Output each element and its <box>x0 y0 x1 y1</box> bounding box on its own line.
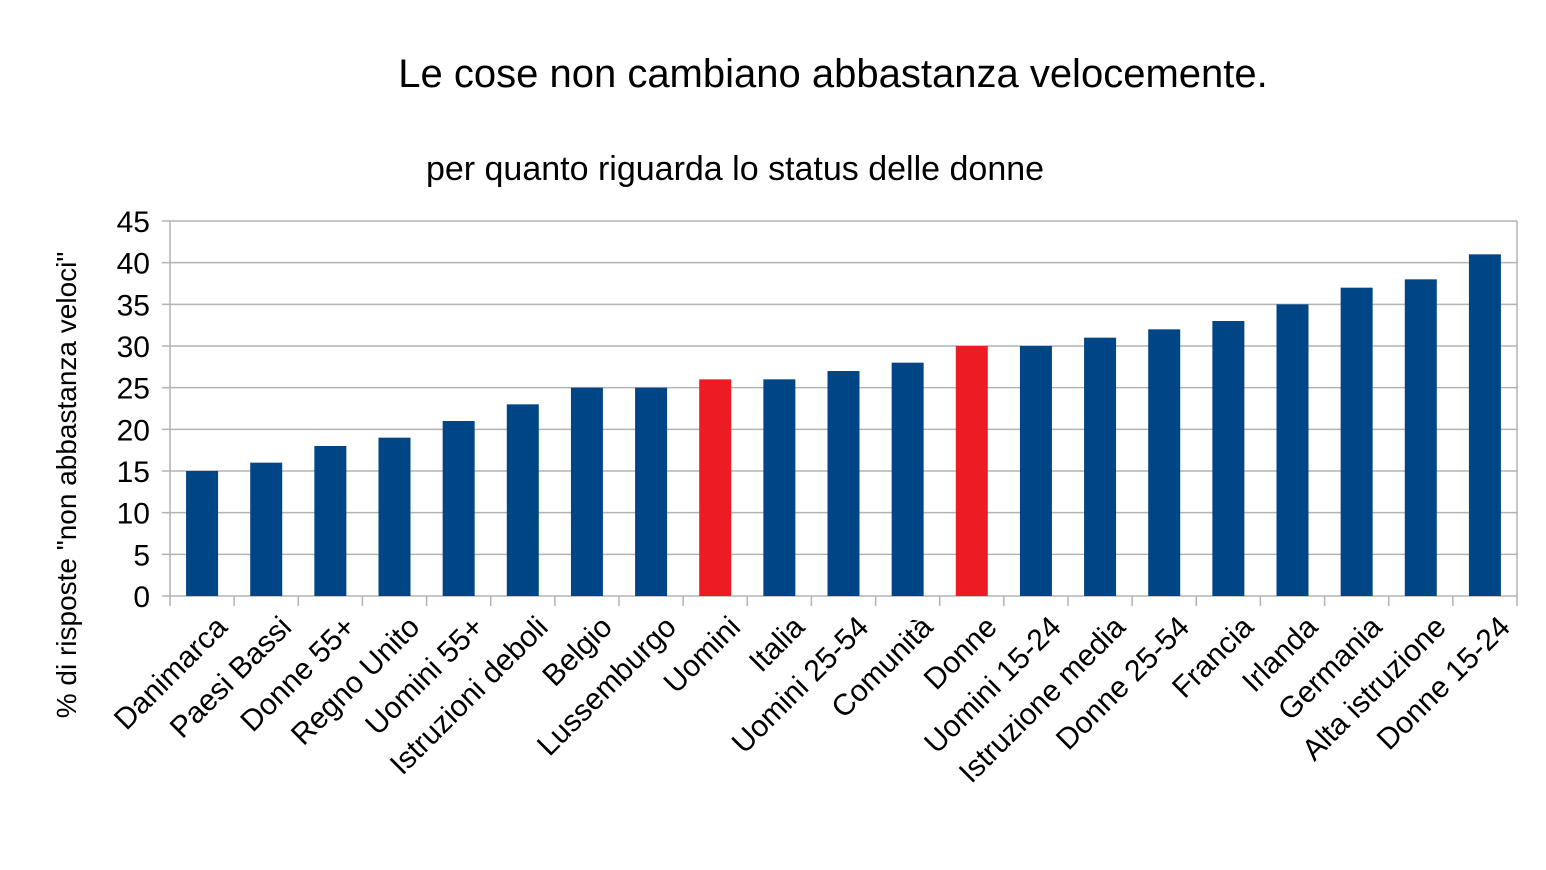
bar-donne-25-54 <box>1148 329 1181 596</box>
bar-istruzioni-deboli <box>506 404 539 596</box>
bar-germania <box>1340 287 1373 596</box>
bar-donne-15-24 <box>1468 254 1501 597</box>
y-axis-title: % di risposte "non abbastanza veloci" <box>51 252 82 719</box>
bar-donne-55- <box>314 446 347 596</box>
bar-belgio <box>570 387 603 596</box>
bar-francia <box>1212 321 1245 596</box>
chart-subtitle: per quanto riguarda lo status delle donn… <box>425 150 1045 188</box>
y-tick-label: 15 <box>117 456 150 489</box>
y-tick-label: 10 <box>117 498 150 531</box>
y-tick-label: 0 <box>133 581 150 614</box>
y-tick-label: 40 <box>117 248 150 281</box>
bar-paesi-bassi <box>250 462 283 596</box>
y-tick-label: 35 <box>117 289 150 322</box>
bar-uomini-55- <box>442 421 475 596</box>
bar-uomini-15-24 <box>1019 346 1052 596</box>
y-tick-label: 25 <box>117 373 150 406</box>
bar-lussemburgo <box>635 387 668 596</box>
bar-irlanda <box>1276 304 1309 596</box>
y-tick-label: 45 <box>117 206 150 239</box>
chart-title: Le cose non cambiano abbastanza veloceme… <box>398 52 1268 96</box>
bar-alta-istruzione <box>1404 279 1437 596</box>
y-tick-label: 30 <box>117 331 150 364</box>
bar-danimarca <box>186 471 219 596</box>
bar-istruzione-media <box>1084 337 1117 596</box>
bar-uomini-25-54 <box>827 371 860 596</box>
y-tick-label: 5 <box>133 539 150 572</box>
bar-comunit- <box>891 362 924 596</box>
y-tick-label: 20 <box>117 414 150 447</box>
bar-italia <box>763 379 796 596</box>
bar-uomini <box>699 379 732 596</box>
bar-regno-unito <box>378 437 411 596</box>
bar-donne <box>955 346 988 596</box>
